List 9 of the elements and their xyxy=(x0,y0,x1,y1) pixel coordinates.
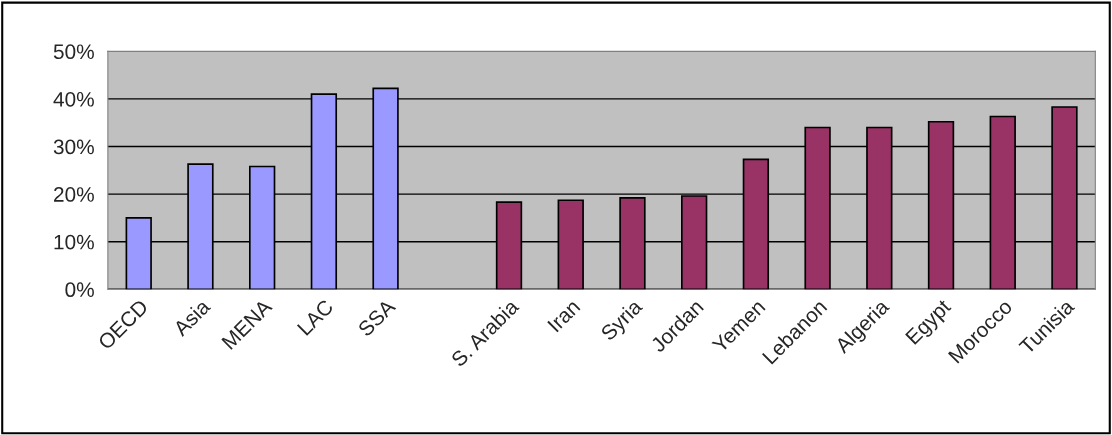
y-tick-label: 30% xyxy=(53,139,94,155)
y-tick-label: 40% xyxy=(53,91,94,107)
x-tick-label: Asia xyxy=(171,297,212,338)
y-tick-label: 10% xyxy=(54,234,94,250)
y-tick-label: 0% xyxy=(65,282,94,298)
y-tick-label: 20% xyxy=(54,187,94,202)
x-tick-label: Iran xyxy=(547,299,581,333)
y-tick-label: 50% xyxy=(53,44,94,60)
x-tick-label: SSA xyxy=(357,298,397,338)
